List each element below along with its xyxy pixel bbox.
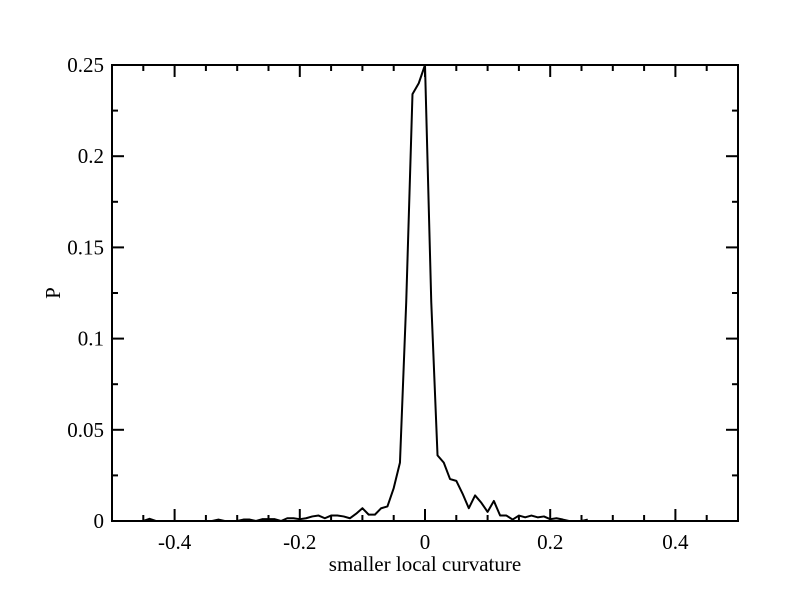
x-tick-label: -0.2	[283, 530, 316, 554]
x-tick-label: 0	[420, 530, 431, 554]
y-tick-label: 0.05	[67, 418, 104, 442]
y-tick-label: 0.25	[67, 53, 104, 77]
x-axis-title: smaller local curvature	[329, 552, 521, 576]
x-tick-label: 0.2	[537, 530, 563, 554]
x-tick-label: -0.4	[158, 530, 192, 554]
x-tick-label: 0.4	[662, 530, 689, 554]
tick-labels: -0.4 -0.2 0 0.2 0.4 0 0.05 0.1 0.15 0.2 0.25	[67, 53, 689, 554]
plot-frame	[111, 64, 739, 522]
y-tick-label: 0.15	[67, 235, 104, 259]
y-axis-title: P	[41, 287, 65, 299]
y-tick-label: 0.2	[78, 144, 104, 168]
y-tick-label: 0	[94, 509, 105, 533]
y-tick-label: 0.1	[78, 327, 104, 351]
